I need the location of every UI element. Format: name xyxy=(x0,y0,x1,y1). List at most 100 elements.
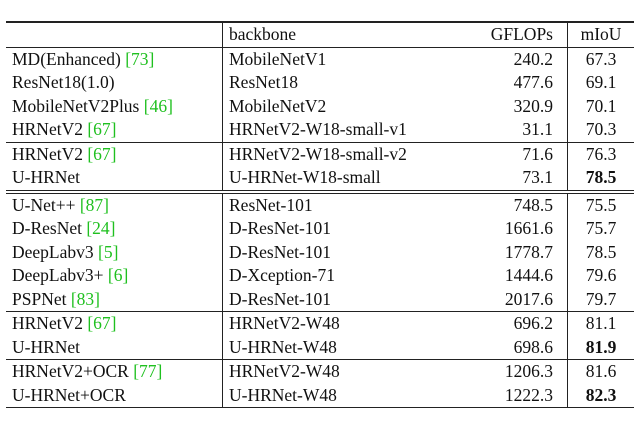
method-cell: MobileNetV2Plus [46] xyxy=(6,94,223,118)
miou-cell: 81.9 xyxy=(585,336,617,357)
table-row: DeepLabv3+ [6] D-Xception-71 1444.6 79.6 xyxy=(6,264,634,288)
method-cell: DeepLabv3+ [6] xyxy=(6,264,223,288)
backbone-cell: HRNetV2-W18-small-v2 xyxy=(222,141,463,166)
miou-cell: 81.1 xyxy=(567,311,634,336)
backbone-cell: U-HRNet-W48 xyxy=(229,336,337,357)
miou-cell: 81.6 xyxy=(567,359,634,384)
citation: [67] xyxy=(87,143,117,164)
gflops-cell: 1444.6 xyxy=(463,264,568,288)
table-row: ResNet18(1.0) ResNet18 477.6 69.1 xyxy=(6,71,634,95)
backbone-cell: HRNetV2-W18-small-v1 xyxy=(229,119,407,139)
gflops-cell: 240.2 xyxy=(463,46,568,71)
method-cell: DeepLabv3 [5] xyxy=(6,240,223,264)
citation: [77] xyxy=(133,361,163,381)
table-row: HRNetV2 [67] HRNetV2-W48 696.2 81.1 xyxy=(6,311,634,336)
gflops-cell: 1206.3 xyxy=(463,359,568,384)
miou-cell: 78.5 xyxy=(585,241,617,262)
citation: [67] xyxy=(87,313,117,333)
gflops-cell: 31.1 xyxy=(463,118,568,142)
backbone-cell: MobileNetV1 xyxy=(222,46,463,71)
method-cell: U-HRNet xyxy=(6,166,223,192)
method-cell: HRNetV2 [67] xyxy=(6,141,223,166)
method-name: HRNetV2 xyxy=(12,313,83,333)
backbone-cell: HRNetV2-W48 xyxy=(222,311,463,336)
miou-cell: 79.7 xyxy=(585,288,617,309)
table-row: DeepLabv3 [5] D-ResNet-101 1778.7 78.5 xyxy=(6,240,634,264)
method-cell: U-HRNet xyxy=(6,335,223,360)
gflops-cell: 320.9 xyxy=(463,94,568,118)
table-row: U-HRNet U-HRNet-W18-small 73.1 78.5 xyxy=(6,166,634,192)
gflops-cell: 1222.3 xyxy=(463,383,568,408)
gflops-cell: 477.6 xyxy=(463,71,568,95)
method-name: MobileNetV2Plus xyxy=(12,95,140,116)
table-row: MobileNetV2Plus [46] MobileNetV2 320.9 70.1 xyxy=(6,94,634,118)
method-name: HRNetV2 xyxy=(12,143,83,164)
miou-cell: 79.6 xyxy=(585,265,617,285)
backbone-cell: ResNet18 xyxy=(229,72,299,92)
header-cell xyxy=(6,21,223,48)
results-table: backbone GFLOPs mIoU MD(Enhanced) [73] Mo… xyxy=(6,21,634,408)
table-row: HRNetV2 [67] HRNetV2-W18-small-v2 71.6 76.3 xyxy=(6,141,634,166)
method-name: U-HRNet xyxy=(12,167,81,187)
method-name: U-Net++ xyxy=(12,194,76,215)
gflops-cell: 1778.7 xyxy=(463,240,568,264)
gflops-cell: 748.5 xyxy=(463,189,568,217)
method-name: ResNet18(1.0) xyxy=(12,72,115,92)
citation: [73] xyxy=(125,48,155,69)
citation: [5] xyxy=(98,241,119,262)
gflops-cell: 698.6 xyxy=(463,335,568,360)
method-cell: U-HRNet+OCR xyxy=(6,383,223,408)
citation: [67] xyxy=(87,119,117,139)
citation: [83] xyxy=(70,288,100,309)
header-cell: GFLOPs xyxy=(463,21,568,48)
table-row: D-ResNet [24] D-ResNet-101 1661.6 75.7 xyxy=(6,217,634,241)
miou-cell: 70.3 xyxy=(585,119,617,139)
gflops-cell: 73.1 xyxy=(463,166,568,192)
method-name: PSPNet xyxy=(12,288,67,309)
method-name: U-HRNet+OCR xyxy=(12,384,126,405)
backbone-cell: D-ResNet-101 xyxy=(229,241,332,262)
miou-cell: 69.1 xyxy=(585,72,617,92)
citation: [6] xyxy=(107,265,129,285)
table-row: MD(Enhanced) [73] MobileNetV1 240.2 67.3 xyxy=(6,46,634,71)
backbone-cell: D-ResNet-101 xyxy=(229,218,332,238)
method-name: MD(Enhanced) xyxy=(12,48,121,69)
method-name: D-ResNet xyxy=(12,218,82,238)
miou-cell: 70.1 xyxy=(585,95,617,116)
backbone-cell: D-Xception-71 xyxy=(229,265,335,285)
table-row: HRNetV2+OCR [77] HRNetV2-W48 1206.3 81.6 xyxy=(6,359,634,384)
miou-cell: 67.3 xyxy=(567,46,634,71)
method-cell: HRNetV2+OCR [77] xyxy=(6,359,223,384)
header-cell: backbone xyxy=(222,21,463,48)
method-name: U-HRNet xyxy=(12,336,81,357)
table-row: PSPNet [83] D-ResNet-101 2017.6 79.7 xyxy=(6,287,634,312)
method-name: HRNetV2+OCR xyxy=(12,361,129,381)
miou-cell: 76.3 xyxy=(567,141,634,166)
citation: [87] xyxy=(79,194,110,215)
method-cell: HRNetV2 [67] xyxy=(6,118,223,142)
miou-cell: 75.7 xyxy=(585,218,617,238)
citation: [24] xyxy=(86,218,116,238)
gflops-cell: 2017.6 xyxy=(463,287,568,312)
method-cell: U-Net++ [87] xyxy=(6,189,223,217)
header-row: backbone GFLOPs mIoU xyxy=(6,21,634,48)
method-name: DeepLabv3 xyxy=(12,241,94,262)
header-cell: mIoU xyxy=(567,21,634,48)
gflops-cell: 1661.6 xyxy=(463,217,568,241)
table-row: HRNetV2 [67] HRNetV2-W18-small-v1 31.1 70.3 xyxy=(6,118,634,142)
backbone-cell: D-ResNet-101 xyxy=(229,288,332,309)
table-row: U-Net++ [87] ResNet-101 748.5 75.5 xyxy=(6,189,634,217)
gflops-cell: 71.6 xyxy=(463,141,568,166)
method-name: DeepLabv3+ xyxy=(12,265,104,285)
method-cell: MD(Enhanced) [73] xyxy=(6,46,223,71)
citation: [46] xyxy=(143,95,173,116)
backbone-cell: ResNet-101 xyxy=(222,189,463,217)
table-row: U-HRNet U-HRNet-W48 698.6 81.9 xyxy=(6,335,634,360)
table-row: U-HRNet+OCR U-HRNet-W48 1222.3 82.3 xyxy=(6,383,634,408)
backbone-cell: MobileNetV2 xyxy=(229,95,327,116)
method-cell: PSPNet [83] xyxy=(6,287,223,312)
miou-cell: 78.5 xyxy=(585,167,617,187)
miou-cell: 82.3 xyxy=(567,383,634,408)
backbone-cell: HRNetV2-W48 xyxy=(222,359,463,384)
